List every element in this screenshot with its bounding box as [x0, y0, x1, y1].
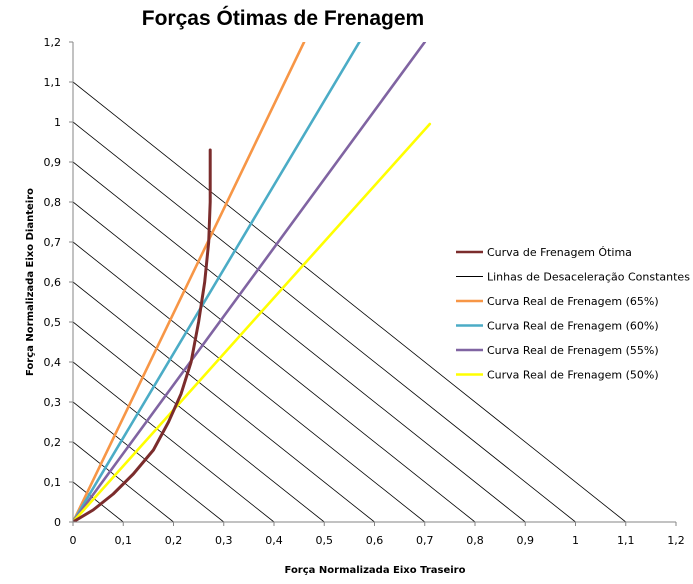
- axes-layer: [69, 41, 677, 526]
- deceleration-line: [73, 161, 526, 522]
- deceleration-line: [73, 361, 275, 522]
- x-tick-label: 0,1: [115, 534, 133, 547]
- x-tick-label: 0,7: [416, 534, 434, 547]
- deceleration-line: [73, 281, 375, 522]
- x-tick-label: 0,8: [466, 534, 484, 547]
- legend-entry: Curva de Frenagem Ótima: [487, 246, 632, 259]
- y-tick-label: 0,1: [44, 476, 62, 489]
- tick-labels: 0 0,1 0,2 0,3 0,4 0,5 0,6 0,7 0,8 0,9 1 1,1 1,2 0 0,1 0…: [44, 36, 685, 547]
- y-tick-label: 1,2: [44, 36, 62, 49]
- y-tick-label: 0,6: [44, 276, 62, 289]
- x-axis-label: Força Normalizada Eixo Traseiro: [285, 565, 466, 576]
- series-4-line: [73, 42, 427, 522]
- series-2-line: [73, 42, 306, 522]
- x-tick-label: 1,2: [667, 534, 685, 547]
- x-tick-label: 0,2: [165, 534, 183, 547]
- x-tick-label: 0,3: [215, 534, 233, 547]
- y-tick-label: 0,3: [44, 396, 62, 409]
- legend-entry: Linhas de Desaceleração Constantes: [487, 271, 690, 284]
- series-0-line: [73, 148, 212, 522]
- legend-entry: Curva Real de Frenagem (65%): [487, 295, 659, 308]
- y-tick-label: 0: [54, 516, 61, 529]
- legend-entry: Curva Real de Frenagem (60%): [487, 320, 659, 333]
- deceleration-line: [73, 81, 626, 522]
- chart-title: Forças Ótimas de Frenagem: [142, 6, 424, 30]
- y-tick-label: 0,4: [44, 356, 62, 369]
- y-tick-label: 1: [54, 116, 61, 129]
- legend: Curva de Frenagem Ótima Linhas de Desacel…: [456, 246, 690, 382]
- x-tick-label: 0,5: [316, 534, 334, 547]
- y-tick-label: 0,2: [44, 436, 62, 449]
- y-tick-label: 0,9: [44, 156, 62, 169]
- y-tick-label: 0,5: [44, 316, 62, 329]
- x-tick-label: 0: [70, 534, 77, 547]
- deceleration-lines: [73, 81, 626, 522]
- x-tick-label: 1: [572, 534, 579, 547]
- series-5-line: [73, 122, 432, 522]
- y-axis-label: Força Normalizada Eixo Dianteiro: [25, 188, 36, 376]
- deceleration-line: [73, 241, 425, 522]
- legend-entry: Curva Real de Frenagem (50%): [487, 369, 659, 382]
- y-tick-label: 0,7: [44, 236, 62, 249]
- deceleration-line: [73, 401, 224, 522]
- series-3-line: [73, 42, 361, 522]
- series-layer: [73, 42, 626, 522]
- y-tick-label: 0,8: [44, 196, 62, 209]
- legend-entry: Curva Real de Frenagem (55%): [487, 344, 659, 357]
- deceleration-line: [73, 201, 476, 522]
- deceleration-line: [73, 481, 124, 522]
- x-tick-label: 0,6: [366, 534, 384, 547]
- deceleration-line: [73, 321, 325, 522]
- deceleration-line: [73, 121, 576, 522]
- x-tick-label: 0,4: [265, 534, 283, 547]
- x-tick-label: 0,9: [517, 534, 535, 547]
- x-tick-label: 1,1: [617, 534, 635, 547]
- y-tick-label: 1,1: [44, 76, 62, 89]
